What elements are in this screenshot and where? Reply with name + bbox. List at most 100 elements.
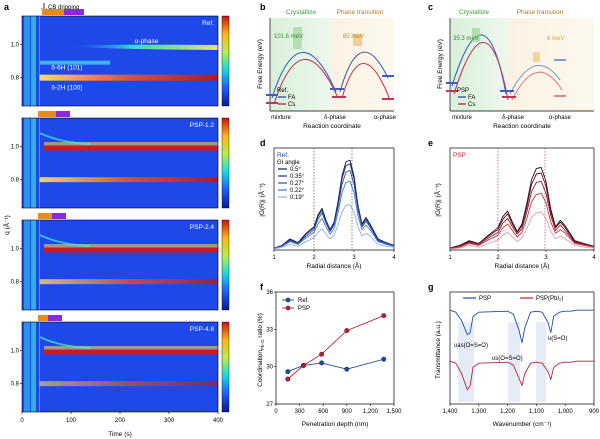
- legend-psp-pbi2: PSP(PbI₂): [536, 296, 563, 302]
- xtick-label: 1,200: [363, 409, 379, 415]
- barrier-1-label: 101.6 meV: [274, 34, 303, 40]
- panel-a-label: a: [4, 2, 10, 12]
- legend-entry: PSP: [298, 306, 310, 312]
- panel-b-xtick: mixture: [271, 115, 291, 121]
- heatmap-early-signal: [24, 322, 30, 412]
- xtick-label: 1,300: [471, 409, 487, 415]
- legend-cs: Cs: [468, 102, 475, 108]
- ytick-label: 1.0: [11, 144, 20, 150]
- xtick-label: 4: [592, 255, 596, 261]
- ytick-label: 1.0: [11, 42, 20, 48]
- panel-e: e PSP |G(R)| (Å⁻³) 1 2 3 4 Radial distance …: [428, 138, 596, 270]
- data-point: [381, 356, 387, 362]
- panel-b-label: b: [260, 2, 266, 12]
- panel-c-xtick: mixture: [452, 115, 472, 121]
- panel-d-ylabel: |G(R)| (Å⁻³): [257, 183, 266, 217]
- top-intensity-bar: [38, 315, 48, 321]
- legend-entry: 0.5°: [290, 167, 301, 173]
- xtick-label: 300: [295, 409, 306, 415]
- xtick-label: 2: [496, 255, 500, 261]
- heatmap-frame: [21, 219, 219, 311]
- fa-energy-curve-1: [271, 51, 337, 99]
- ytick-label: 0.8: [11, 382, 20, 388]
- xtick-label: 300: [164, 418, 175, 424]
- xtick-label: 200: [115, 418, 126, 424]
- series-line: [449, 180, 595, 249]
- annotation-vas: υas(O=S=O): [454, 343, 488, 349]
- alpha-phase-band: [44, 247, 218, 253]
- panel-a-xticks: 0 100 200 300 400: [20, 412, 224, 424]
- data-point: [344, 366, 350, 372]
- xtick-label: 4: [392, 255, 396, 261]
- xtick-label: 100: [66, 418, 77, 424]
- ytick-label: 0.8: [11, 76, 20, 82]
- heatmap-background: [22, 220, 218, 310]
- top-intensity-bar: [64, 9, 84, 15]
- panel-g-label: g: [428, 282, 434, 292]
- cb-dripping-annotation: CB dripping: [48, 5, 79, 11]
- colorbar-0: [221, 15, 230, 107]
- delta-2h-annotation: δ-2H (100): [51, 85, 82, 92]
- panel-d-label: d: [260, 138, 266, 148]
- panel-d-title: Ref.: [277, 152, 289, 159]
- panel-e-xlabel: Radial distance (Å): [495, 261, 550, 270]
- series-line: [449, 192, 595, 250]
- panel-a: a CB dripping Ref. α-phase δ-6H (101) δ-2H …: [2, 2, 230, 438]
- heatmap-transition-streak: [39, 234, 91, 247]
- xtick-label: 1,000: [558, 409, 574, 415]
- panel-e-series: [449, 167, 595, 250]
- colorbar: [221, 219, 230, 311]
- legend-title: Ref.: [277, 88, 288, 94]
- panel-g-ylabel: Transmittance (a.u.): [435, 321, 442, 379]
- xtick-label: 2: [312, 255, 316, 261]
- colorbar-2: [221, 219, 230, 311]
- xtick-label: 1,400: [442, 409, 458, 415]
- legend-marker: [285, 305, 291, 311]
- series-line: [273, 180, 395, 249]
- colorbar-1: [221, 117, 230, 209]
- cs-energy-curve-1: [273, 58, 339, 105]
- series-line: [273, 169, 395, 249]
- top-intensity-bar: [38, 213, 52, 219]
- panel-f: f Ref. PSP CoordinationPb-O ratio (%) 0 30…: [257, 282, 402, 428]
- top-intensity-bar: [52, 213, 66, 219]
- ytick-label: 1.0: [11, 246, 20, 252]
- panel-c-xtick: α-phase: [549, 115, 571, 121]
- panel-e-xticks: 1 2 3 4: [448, 250, 596, 261]
- xtick-label: 1: [448, 255, 452, 261]
- ytick-label: 30: [266, 365, 273, 371]
- barrier-2-label: 82 meV: [343, 34, 364, 40]
- xtick-label: 600: [318, 409, 329, 415]
- panel-f-label: f: [260, 282, 264, 292]
- panel-f-legend: Ref. PSP: [282, 297, 310, 312]
- alpha-phase-band: [44, 346, 218, 350]
- legend-fa: FA: [288, 95, 295, 101]
- series-line: [273, 163, 395, 249]
- xtick-label: 0: [274, 409, 278, 415]
- panel-b: b Crystallize Phase transition 101.6 meV…: [257, 2, 397, 130]
- series-line: [449, 360, 594, 391]
- barrier-1-label: 35.3 meV: [453, 36, 479, 42]
- panel-d-legend: 0.5°0.35°0.27°0.22°0.19°: [278, 167, 305, 201]
- heatmap-transition-streak: [39, 336, 91, 349]
- subplot-name: PSP-1.2: [190, 122, 215, 129]
- xtick-label: 3: [352, 255, 356, 261]
- ytick-label: 33: [266, 327, 273, 333]
- colorbar-3: [221, 321, 230, 413]
- data-point: [381, 313, 387, 319]
- cs-energy-curve-1: [453, 42, 509, 101]
- panel-b-xtick: α-phase: [374, 115, 396, 121]
- cs-energy-curve-2: [341, 63, 391, 101]
- series-line: [273, 204, 395, 250]
- series-line: [449, 172, 595, 249]
- phase-transition-label: Phase transition: [337, 9, 384, 16]
- xtick-label: 1,100: [529, 409, 545, 415]
- legend-title: PSP: [457, 88, 469, 94]
- panel-f-series: [285, 313, 387, 382]
- xtick-label: 1,500: [386, 409, 402, 415]
- legend-cs: Cs: [288, 102, 295, 108]
- alpha-phase-band: [44, 349, 218, 355]
- delta-2h-band: [39, 74, 218, 81]
- alpha-phase-band: [44, 145, 218, 151]
